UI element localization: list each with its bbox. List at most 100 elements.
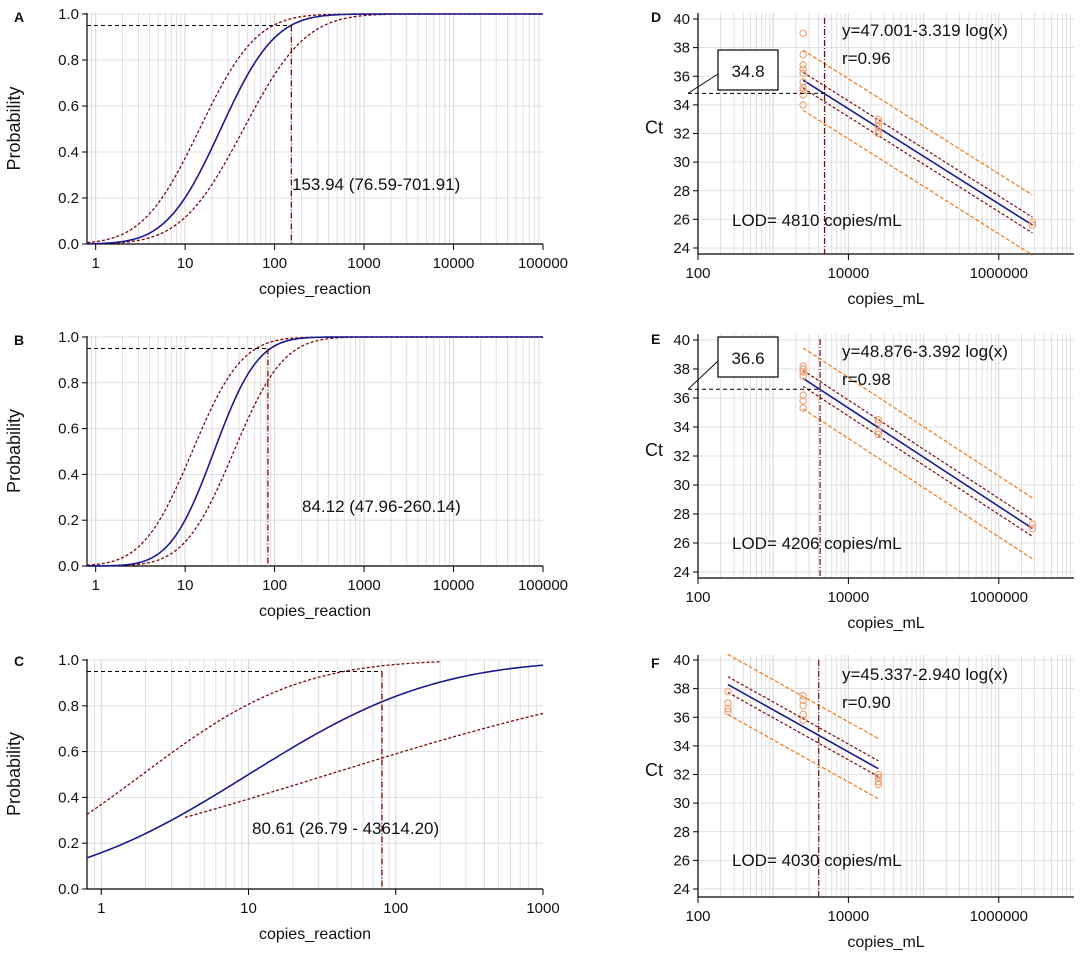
regression-line — [802, 79, 1033, 226]
lod-text: LOD= 4030 copies/mL — [732, 851, 902, 870]
y-tick-label: 26 — [673, 211, 690, 228]
data-point — [799, 91, 807, 99]
panel-letter: D — [651, 9, 661, 25]
lod-annotation: 84.12 (47.96-260.14) — [302, 497, 461, 516]
ci-upper-line — [727, 676, 879, 762]
data-point — [724, 704, 732, 713]
data-point — [799, 362, 807, 370]
y-tick-label: 0.2 — [58, 835, 79, 852]
probit-curve — [86, 13, 543, 245]
x-tick-label: 10000 — [433, 255, 475, 272]
x-tick-label: 1000 — [526, 900, 559, 917]
prediction-lower-line — [727, 714, 879, 800]
y-tick-label: 38 — [673, 40, 690, 57]
x-tick-label: 100 — [262, 255, 287, 272]
data-point — [874, 773, 883, 782]
ci-lower-curve — [87, 336, 543, 567]
x-tick-label: 100 — [685, 589, 710, 606]
data-point — [1028, 218, 1037, 226]
data-point — [874, 118, 883, 126]
x-tick-label: 100 — [685, 908, 710, 925]
regression-line — [727, 683, 879, 770]
data-point — [874, 430, 883, 438]
y-tick-label: 30 — [673, 477, 690, 494]
y-tick-label: 0.4 — [58, 789, 79, 806]
y-tick-label: 40 — [673, 332, 690, 349]
panel-e: E 24 26 28 30 32 34 36 38 40 100 10000 1000000 copies… — [645, 331, 1074, 632]
y-tick-label: 0.0 — [58, 881, 79, 898]
correlation-r: r=0.98 — [842, 370, 891, 389]
x-tick-label: 100 — [685, 265, 710, 282]
ct-at-lod-value: 36.6 — [731, 349, 764, 368]
data-point — [799, 61, 807, 69]
y-tick-label: 40 — [673, 652, 690, 669]
panel-letter: C — [14, 653, 24, 669]
data-point — [874, 415, 883, 424]
ci-upper-curve — [86, 13, 543, 244]
x-tick-label: 10 — [177, 577, 194, 594]
x-tick-label: 10000 — [433, 577, 475, 594]
y-tick-label: 0.8 — [58, 698, 79, 715]
prediction-upper-line — [802, 49, 1033, 196]
y-tick-label: 34 — [673, 738, 690, 755]
ci-upper-line — [802, 71, 1033, 218]
data-point — [1028, 520, 1037, 528]
x-axis-label: copies_reaction — [259, 281, 371, 298]
callout-leader — [687, 360, 719, 390]
y-tick-label: 0.6 — [58, 98, 79, 115]
regression-equation: y=45.337-2.940 log(x) — [842, 665, 1008, 684]
y-tick-label: 34 — [673, 97, 690, 114]
correlation-r: r=0.90 — [842, 693, 891, 712]
data-point — [874, 427, 883, 436]
ct-at-lod-value: 34.8 — [731, 62, 764, 81]
lod-text: LOD= 4206 copies/mL — [732, 534, 902, 553]
y-tick-label: 0.6 — [58, 421, 79, 438]
data-point — [799, 404, 807, 412]
lod-text: LOD= 4810 copies/mL — [732, 211, 902, 230]
y-axis-label: Ct — [645, 118, 663, 138]
ci-upper-curve — [86, 336, 543, 566]
y-tick-label: 0.8 — [58, 52, 79, 69]
y-tick-label: 28 — [673, 183, 690, 200]
panel-a: A 0.0 0.2 0.4 0.6 0.8 1.0 1 10 100 1000 10000 100000… — [4, 6, 568, 298]
data-point — [799, 368, 807, 376]
y-tick-label: 0.2 — [58, 190, 79, 207]
y-tick-label: 26 — [673, 535, 690, 552]
x-tick-label: 10 — [177, 255, 194, 272]
panel-f: F 24 26 28 30 32 34 36 38 40 100 10000 1000000 copies… — [645, 652, 1074, 951]
data-point — [799, 29, 807, 38]
data-point — [799, 365, 807, 373]
data-point — [724, 687, 732, 696]
x-tick-label: 10000 — [828, 265, 870, 282]
x-axis-label: copies_reaction — [259, 926, 371, 943]
data-point — [799, 51, 807, 59]
ci-lower-line — [802, 87, 1033, 234]
x-tick-label: 1000000 — [970, 589, 1028, 606]
regression-equation: y=48.876-3.392 log(x) — [842, 342, 1008, 361]
probit-curve — [86, 664, 544, 859]
y-tick-label: 0.4 — [58, 144, 79, 161]
y-axis-label: Probability — [4, 732, 24, 816]
data-point — [799, 716, 807, 724]
y-tick-label: 32 — [673, 767, 690, 784]
data-point — [874, 418, 883, 427]
x-axis-label: copies_mL — [847, 934, 924, 951]
data-point — [874, 770, 883, 779]
y-tick-label: 28 — [673, 506, 690, 523]
y-axis-label: Ct — [645, 760, 663, 780]
y-tick-label: 38 — [673, 361, 690, 378]
y-tick-label: 24 — [673, 564, 690, 581]
data-point — [799, 65, 807, 73]
y-tick-label: 30 — [673, 795, 690, 812]
ct-callout-box — [717, 336, 779, 378]
y-tick-label: 1.0 — [58, 329, 79, 346]
regression-line — [802, 377, 1033, 530]
data-point — [874, 115, 883, 123]
y-tick-label: 0.0 — [58, 236, 79, 253]
y-tick-label: 1.0 — [58, 652, 79, 669]
y-tick-label: 38 — [673, 681, 690, 698]
data-point — [874, 777, 883, 786]
data-point — [799, 710, 807, 719]
y-tick-label: 40 — [673, 11, 690, 28]
